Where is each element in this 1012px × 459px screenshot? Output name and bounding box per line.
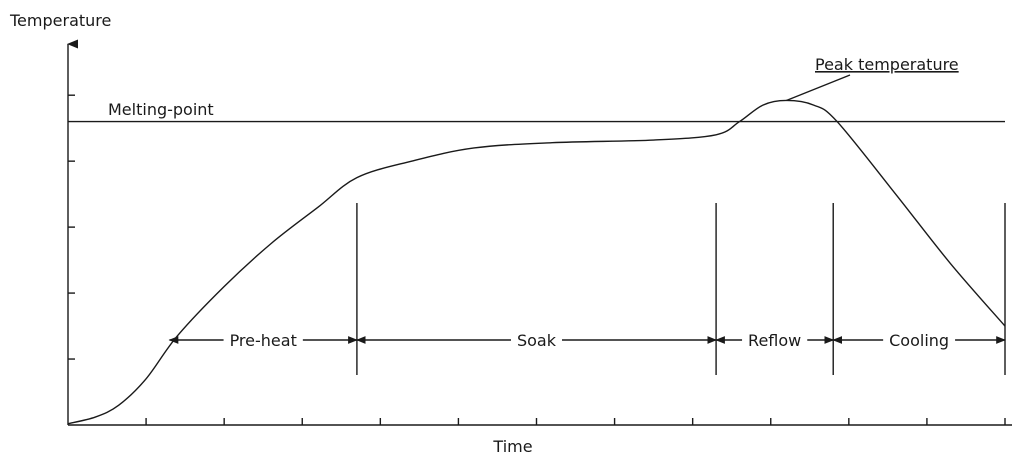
peak-temperature-label: Peak temperature: [815, 55, 959, 74]
phase-label: Soak: [517, 331, 557, 350]
phase-labels: Pre-heat Soak Reflow Cooling: [168, 331, 1006, 350]
axis-ticks: [68, 94, 1006, 425]
melting-point-label: Melting-point: [108, 100, 214, 119]
axes: [66, 39, 1012, 426]
phase-label: Cooling: [889, 331, 949, 350]
x-axis-label: Time: [492, 437, 532, 456]
phase-boundaries: [356, 203, 1006, 375]
annotations: [786, 74, 851, 102]
phase-label: Pre-heat: [230, 331, 297, 350]
peak-leader-line: [786, 74, 851, 102]
phase-label: Reflow: [748, 331, 801, 350]
y-axis-label: Temperature: [9, 11, 111, 30]
temperature-curve: [67, 99, 1006, 425]
temperature-curve-line: [67, 99, 1006, 425]
